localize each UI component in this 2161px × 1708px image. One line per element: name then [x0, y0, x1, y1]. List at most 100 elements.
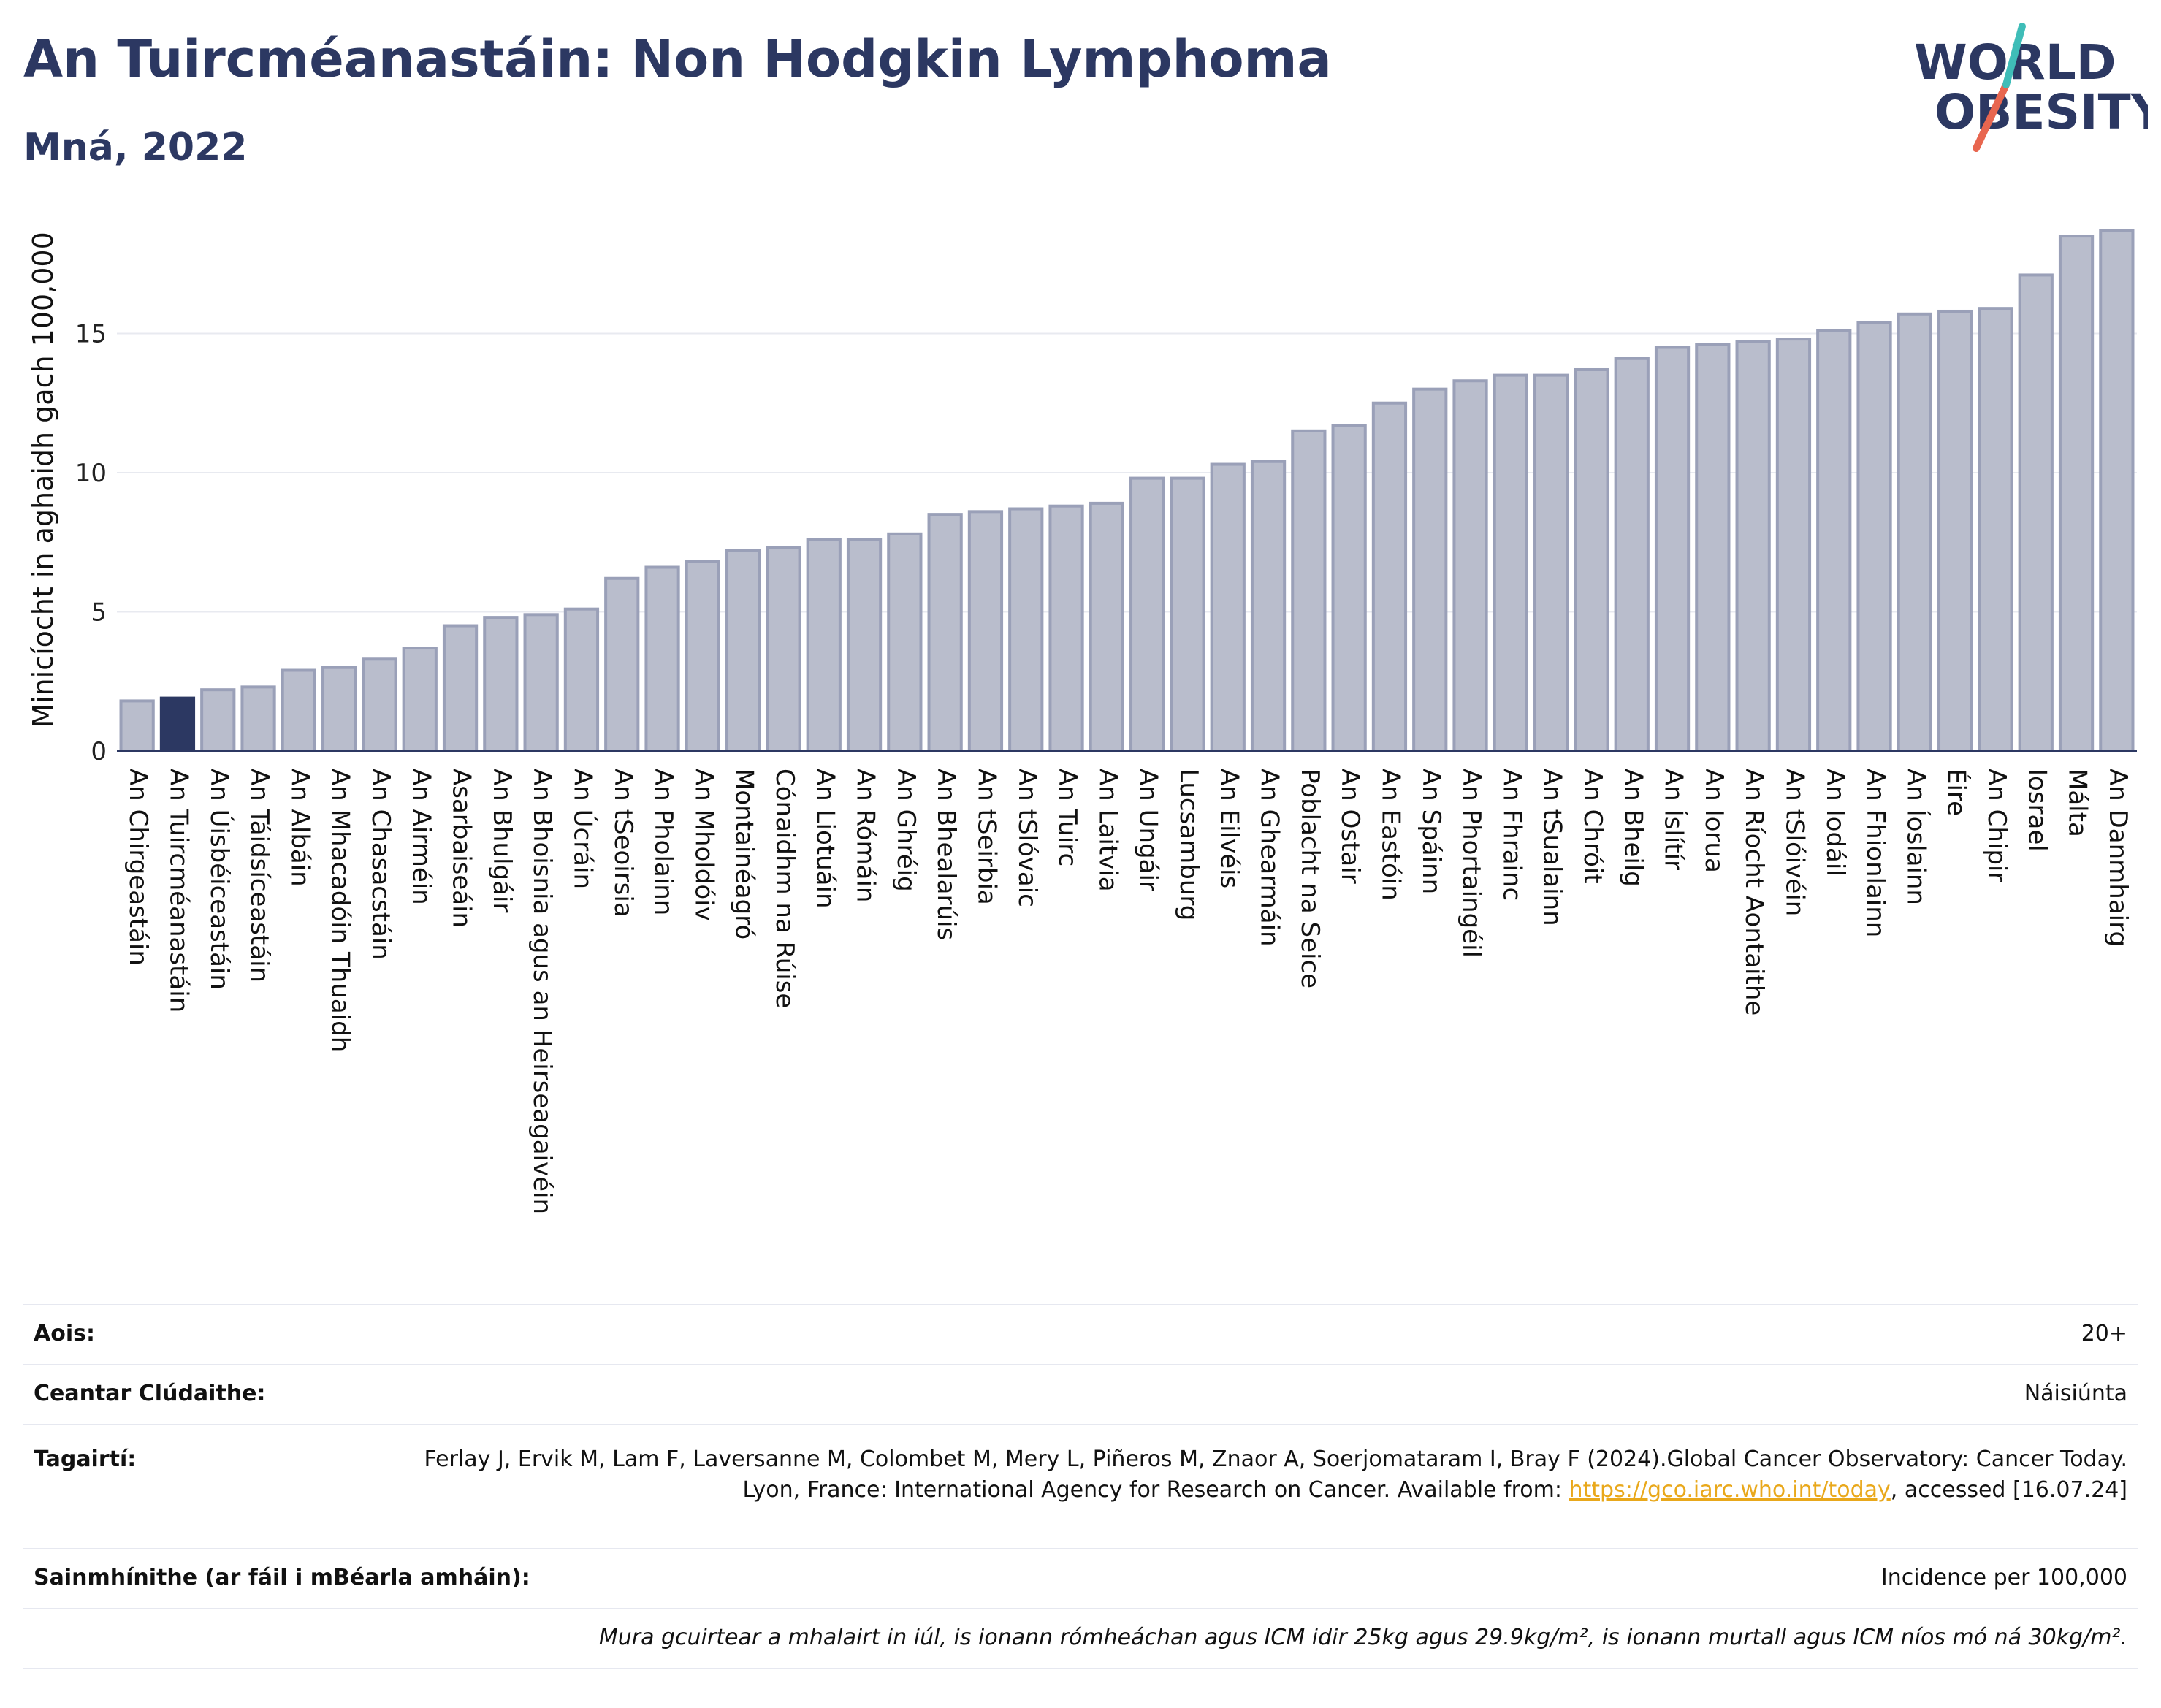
- bar: [119, 699, 155, 753]
- x-category-label: An Eastóin: [1376, 769, 1405, 901]
- bar: [1978, 307, 2013, 752]
- x-category-label: Iosrael: [2022, 769, 2051, 852]
- x-category-label: An Bhealarúis: [931, 769, 961, 940]
- bar: [1331, 424, 1367, 752]
- x-category-label: Montainéagró: [730, 769, 759, 939]
- age-label: Aois:: [34, 1321, 95, 1346]
- x-category-label: An Bhoisnia agus an Heirseagaivéin: [527, 769, 557, 1214]
- bar: [1897, 312, 1932, 752]
- y-tick-label: 15: [75, 319, 107, 348]
- bar: [1250, 460, 1287, 752]
- info-row-definitions: Sainmhínithe (ar fáil i mBéarla amháin):…: [23, 1549, 2138, 1609]
- x-category-label: An Ríocht Aontaithe: [1739, 769, 1769, 1015]
- bar: [2058, 235, 2095, 753]
- logo-word-obesity: OBESITY: [1935, 84, 2148, 140]
- bar: [1856, 321, 1892, 752]
- x-category-label: Lucsamburg: [1174, 769, 1203, 920]
- x-category-label: An Úcráin: [568, 769, 598, 889]
- info-table: Aois: 20+ Ceantar Clúdaithe: Náisiúnta T…: [23, 1304, 2138, 1669]
- bar: [2018, 273, 2054, 752]
- x-category-label: An Eilvéis: [1214, 769, 1243, 888]
- bar: [766, 546, 801, 752]
- bar: [1170, 476, 1205, 752]
- bar: [2099, 229, 2135, 752]
- x-category-label: An Rómáin: [851, 769, 880, 902]
- x-category-label: An Chasacstáin: [366, 769, 395, 960]
- references-text: Ferlay J, Ervik M, Lam F, Laversanne M, …: [424, 1446, 2127, 1503]
- bar: [483, 616, 519, 752]
- x-category-label: An Iodáil: [1821, 769, 1850, 877]
- bar: [1614, 357, 1650, 752]
- x-category-label: Cónaidhm na Rúise: [770, 769, 799, 1008]
- x-category-label: An Tuircméanastáin: [164, 769, 193, 1013]
- y-tick-label: 5: [91, 598, 107, 627]
- bar: [1654, 346, 1691, 752]
- references-label: Tagairtí:: [34, 1446, 137, 1472]
- references-link[interactable]: https://gco.iarc.who.int/today: [1569, 1477, 1891, 1503]
- x-category-label: An Mholdóiv: [689, 769, 718, 921]
- bar: [1816, 329, 1852, 752]
- x-category-label: An Chirgeastáin: [123, 769, 153, 966]
- x-category-label: An Ostair: [1335, 769, 1365, 884]
- bar: [1129, 476, 1165, 752]
- definitions-label: Sainmhínithe (ar fáil i mBéarla amháin):: [34, 1565, 530, 1590]
- bar: [1452, 379, 1488, 752]
- x-category-label: An Íslítír: [1659, 769, 1689, 870]
- info-row-area: Ceantar Clúdaithe: Náisiúnta: [23, 1365, 2138, 1425]
- y-tick-label: 10: [75, 459, 107, 488]
- definitions-value: Incidence per 100,000: [1880, 1565, 2127, 1590]
- x-category-label: An Ghréig: [891, 769, 921, 892]
- bar: [644, 565, 680, 752]
- bar: [321, 666, 357, 753]
- bar: [159, 696, 196, 752]
- x-category-label: An Danmhairg: [2103, 769, 2133, 947]
- bar: [725, 549, 761, 753]
- y-tick-label: 0: [91, 737, 107, 766]
- x-category-label: An Táidsíceastáin: [245, 769, 274, 983]
- x-category-label: An Spáinn: [1417, 769, 1446, 894]
- bar: [1735, 340, 1771, 752]
- x-category-label: Poblacht na Seice: [1295, 769, 1325, 988]
- bar: [563, 607, 600, 753]
- page-title: An Tuircméanastáin: Non Hodgkin Lymphoma: [23, 29, 1332, 89]
- bar: [1412, 387, 1448, 753]
- x-category-label: Éire: [1942, 769, 1972, 816]
- y-axis-title: Minicíocht in aghaidh gach 100,000: [27, 232, 59, 728]
- bar: [1775, 338, 1812, 753]
- x-category-label: An Ungáir: [1134, 769, 1163, 891]
- bar: [1937, 309, 1973, 752]
- x-category-label: An Ghearmáin: [1255, 769, 1284, 947]
- bar: [281, 668, 316, 752]
- bar: [1533, 373, 1569, 752]
- bar: [1291, 429, 1327, 752]
- bar: [523, 613, 559, 752]
- x-category-label: An tSeirbia: [972, 769, 1001, 905]
- x-category-label: An Phortaingéil: [1457, 769, 1486, 958]
- x-category-label: An Íoslainn: [1901, 769, 1931, 905]
- bar: [604, 576, 640, 752]
- page-subtitle: Mná, 2022: [23, 126, 248, 169]
- bar: [927, 513, 963, 753]
- bar: [442, 624, 479, 752]
- x-category-label: An tSualainn: [1538, 769, 1567, 926]
- bar: [1574, 367, 1609, 752]
- world-obesity-logo: WORLD OBESITY: [1914, 23, 2148, 152]
- x-category-label: An Liotuáin: [810, 769, 839, 909]
- x-category-label: An tSlóvaic: [1013, 769, 1042, 907]
- info-row-note: Mura gcuirtear a mhalairt in iúl, is ion…: [23, 1609, 2138, 1669]
- info-row-references: Tagairtí: Ferlay J, Ervik M, Lam F, Lave…: [23, 1425, 2138, 1549]
- bar: [1371, 401, 1408, 752]
- bar-chart: 0 5 10 15 An Chirgeastáin An Tuircméanastáin A…: [27, 229, 2137, 1214]
- x-category-label: An Iorua: [1699, 769, 1729, 873]
- area-value: Náisiúnta: [2024, 1381, 2127, 1406]
- x-category-label: An Úisbéiceastáin: [205, 769, 235, 990]
- bar: [402, 647, 438, 752]
- bar: [362, 657, 397, 752]
- bar: [887, 532, 923, 752]
- x-category-label: An Albáin: [285, 769, 314, 887]
- x-category-label: An Pholainn: [649, 769, 678, 915]
- x-category-label: An Fhrainc: [1497, 769, 1526, 901]
- x-category-label: An Tuirc: [1053, 769, 1082, 866]
- x-category-label: An Bhulgáir: [487, 769, 517, 912]
- bar: [1089, 501, 1124, 753]
